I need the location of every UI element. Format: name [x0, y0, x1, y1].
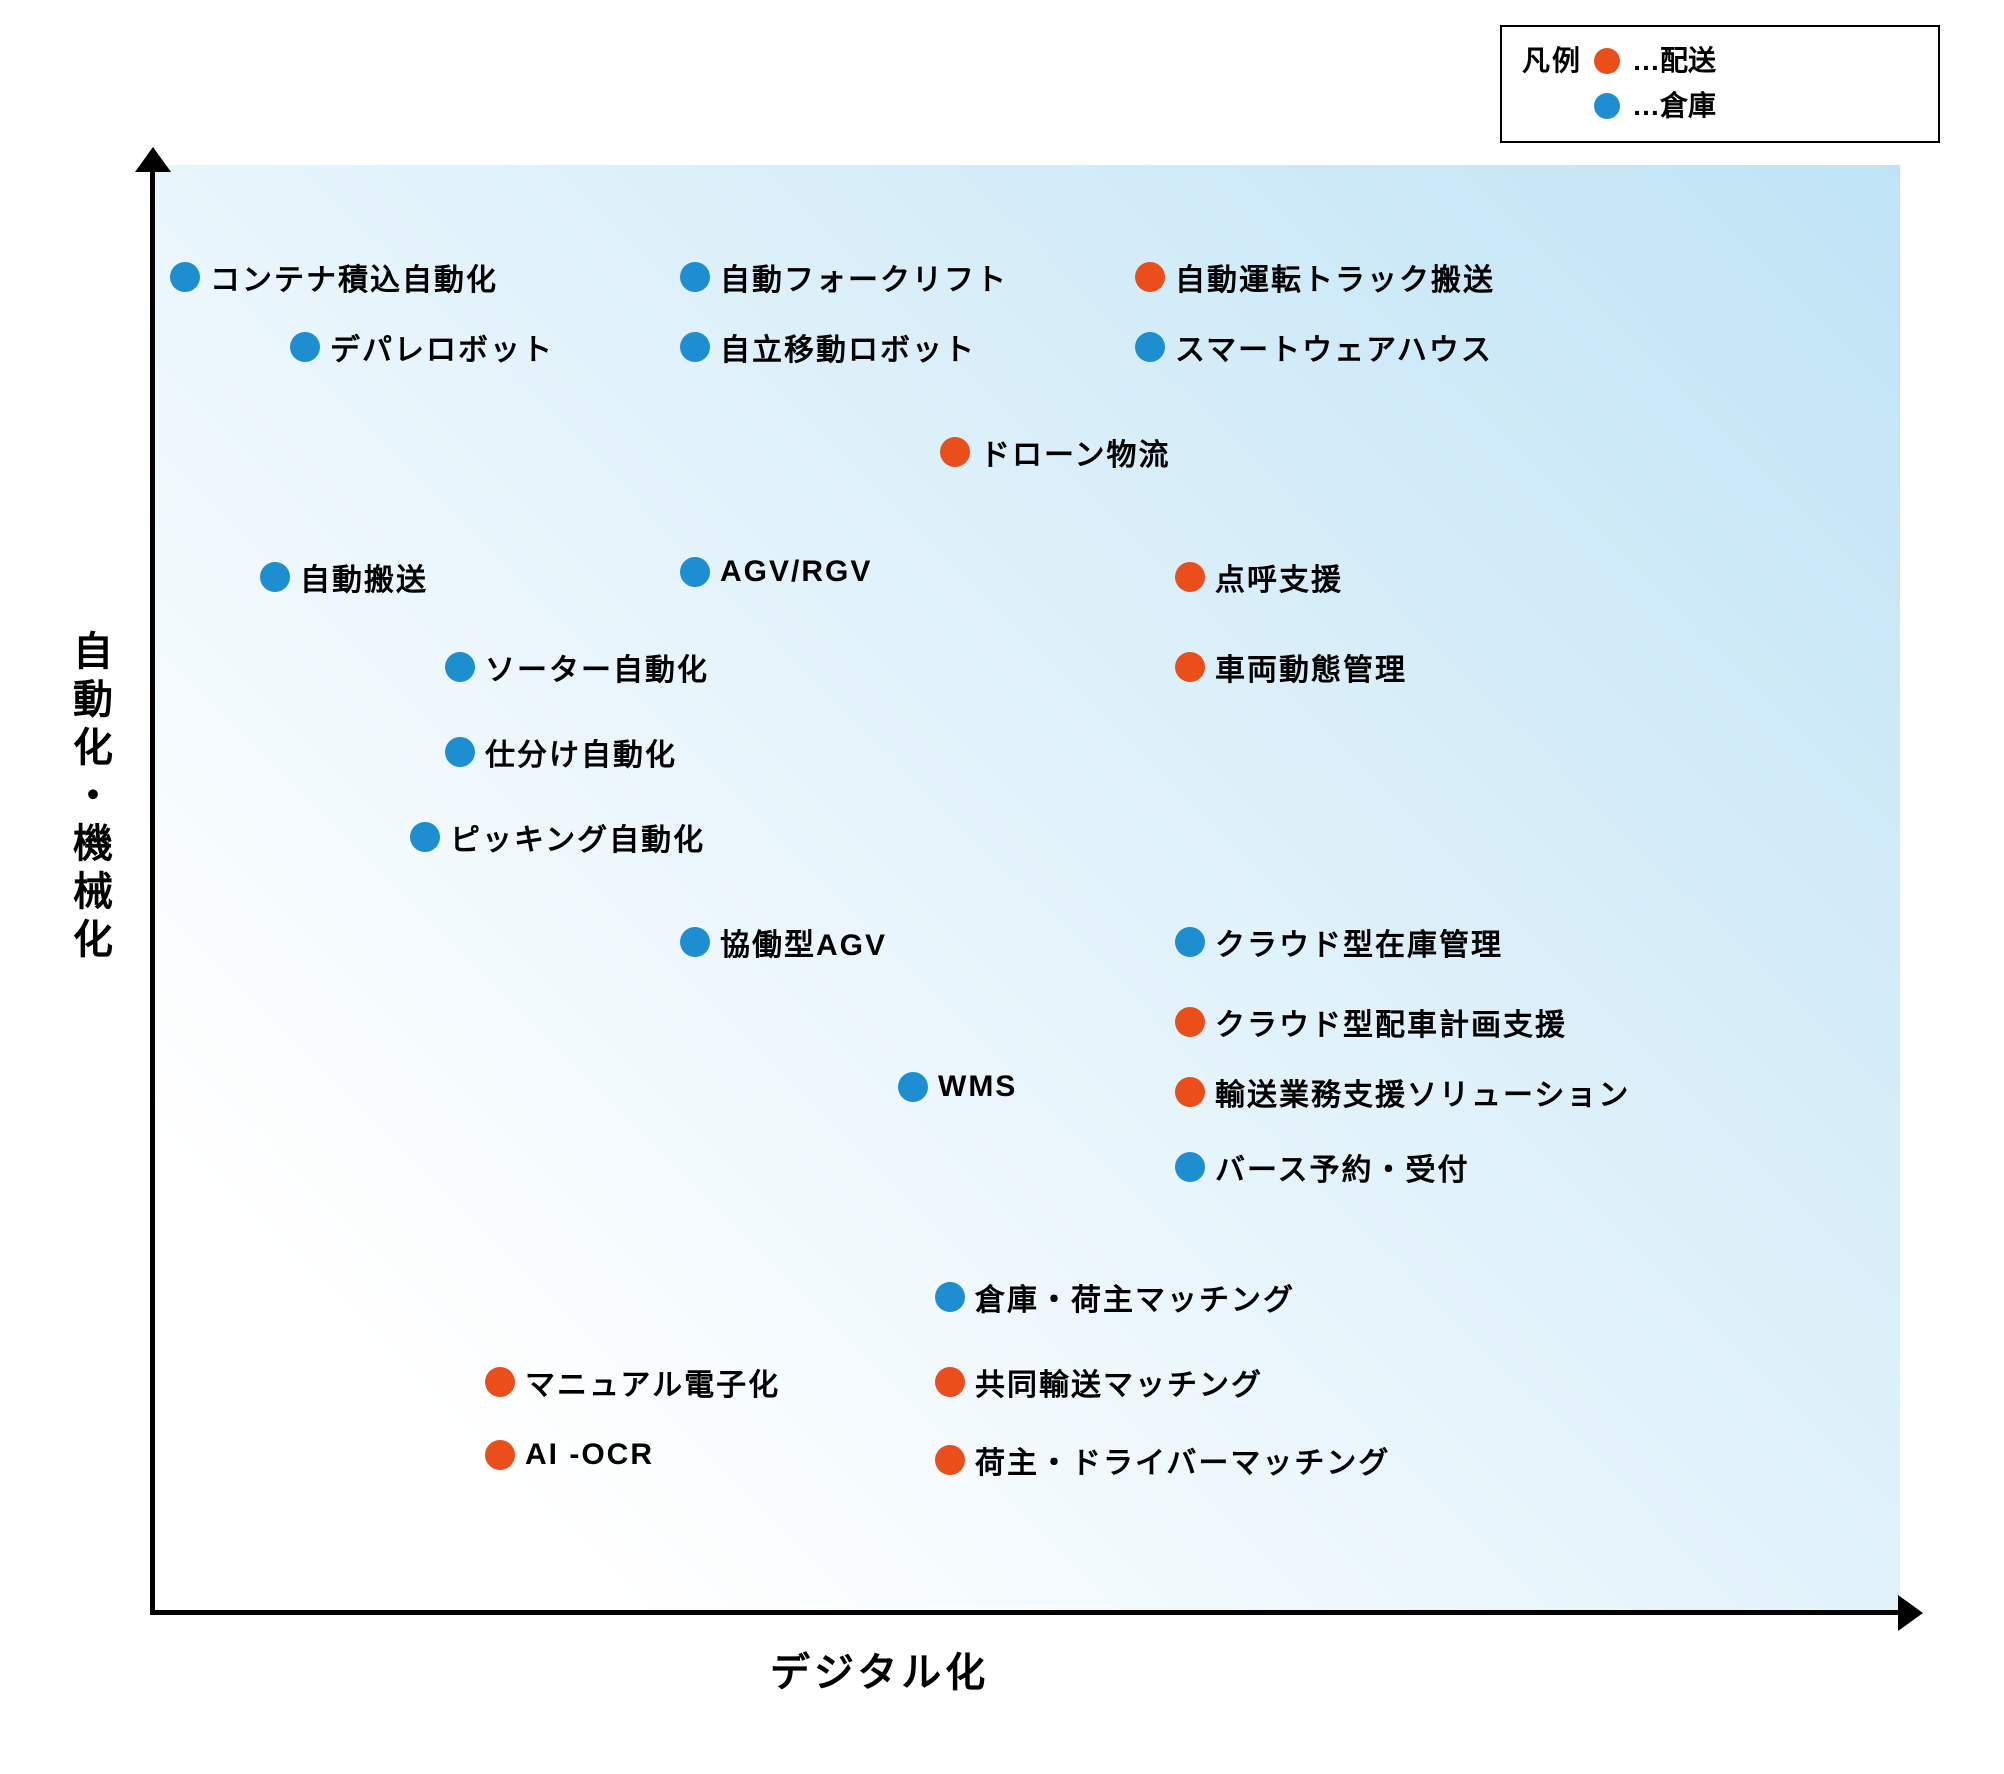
point-label: WMS [938, 1070, 1017, 1104]
point-label: デパレロボット [330, 325, 554, 369]
data-point: WMS [898, 1070, 1017, 1104]
x-axis-arrow-icon [1898, 1595, 1923, 1631]
point-dot-icon [445, 652, 475, 682]
point-label: ピッキング自動化 [450, 815, 705, 859]
point-label: クラウド型在庫管理 [1215, 920, 1503, 964]
legend-dot-warehouse [1594, 93, 1620, 119]
point-label: 荷主・ドライバーマッチング [975, 1438, 1390, 1482]
data-point: ドローン物流 [940, 430, 1171, 474]
legend-label-warehouse: …倉庫 [1632, 84, 1716, 129]
point-dot-icon [170, 262, 200, 292]
x-axis-label: デジタル化 [770, 1640, 989, 1698]
point-dot-icon [940, 437, 970, 467]
data-point: マニュアル電子化 [485, 1360, 780, 1404]
data-point: 共同輸送マッチング [935, 1360, 1263, 1404]
legend-dot-delivery [1594, 48, 1620, 74]
legend-row-warehouse: 凡例 …倉庫 [1522, 84, 1918, 129]
data-point: デパレロボット [290, 325, 554, 369]
data-point: クラウド型在庫管理 [1175, 920, 1503, 964]
point-dot-icon [1175, 1007, 1205, 1037]
point-label: 輸送業務支援ソリューション [1215, 1070, 1630, 1114]
point-dot-icon [1135, 262, 1165, 292]
data-point: AI -OCR [485, 1438, 654, 1472]
data-point: 自動搬送 [260, 555, 428, 599]
data-point: ピッキング自動化 [410, 815, 705, 859]
y-axis-label: 自動化・機械化 [60, 630, 118, 966]
point-label: 自動搬送 [300, 555, 428, 599]
point-label: 共同輸送マッチング [975, 1360, 1263, 1404]
point-label: スマートウェアハウス [1175, 325, 1493, 369]
point-dot-icon [935, 1367, 965, 1397]
data-point: 点呼支援 [1175, 555, 1343, 599]
point-label: AI -OCR [525, 1438, 654, 1472]
point-label: 倉庫・荷主マッチング [975, 1275, 1295, 1319]
point-label: ソーター自動化 [485, 645, 709, 689]
point-label: AGV/RGV [720, 555, 872, 589]
point-label: 車両動態管理 [1215, 645, 1407, 689]
y-axis [150, 165, 155, 1615]
data-point: 自動運転トラック搬送 [1135, 255, 1495, 299]
point-dot-icon [935, 1282, 965, 1312]
point-label: 協働型AGV [720, 920, 887, 964]
point-label: ドローン物流 [980, 430, 1171, 474]
point-dot-icon [1175, 562, 1205, 592]
point-label: 自動フォークリフト [720, 255, 1008, 299]
point-dot-icon [680, 262, 710, 292]
data-point: 車両動態管理 [1175, 645, 1407, 689]
point-dot-icon [1175, 652, 1205, 682]
point-dot-icon [1175, 1152, 1205, 1182]
point-dot-icon [485, 1440, 515, 1470]
point-dot-icon [410, 822, 440, 852]
data-point: 輸送業務支援ソリューション [1175, 1070, 1630, 1114]
point-dot-icon [935, 1445, 965, 1475]
point-label: 自立移動ロボット [720, 325, 976, 369]
data-point: クラウド型配車計画支援 [1175, 1000, 1567, 1044]
data-point: スマートウェアハウス [1135, 325, 1493, 369]
point-dot-icon [1175, 927, 1205, 957]
point-label: コンテナ積込自動化 [210, 255, 498, 299]
point-dot-icon [485, 1367, 515, 1397]
legend-label-delivery: …配送 [1632, 39, 1716, 84]
data-point: AGV/RGV [680, 555, 872, 589]
data-point: 仕分け自動化 [445, 730, 677, 774]
data-point: ソーター自動化 [445, 645, 709, 689]
point-label: バース予約・受付 [1215, 1145, 1470, 1189]
data-point: バース予約・受付 [1175, 1145, 1470, 1189]
data-point: コンテナ積込自動化 [170, 255, 498, 299]
point-dot-icon [290, 332, 320, 362]
point-label: 点呼支援 [1215, 555, 1343, 599]
point-dot-icon [1175, 1077, 1205, 1107]
point-dot-icon [1135, 332, 1165, 362]
data-point: 自動フォークリフト [680, 255, 1008, 299]
y-axis-arrow-icon [135, 147, 171, 172]
legend-box: 凡例 …配送 凡例 …倉庫 [1500, 25, 1940, 143]
x-axis [150, 1610, 1900, 1615]
point-dot-icon [680, 332, 710, 362]
point-dot-icon [680, 927, 710, 957]
point-label: 仕分け自動化 [485, 730, 677, 774]
legend-title: 凡例 [1522, 39, 1582, 84]
point-label: 自動運転トラック搬送 [1175, 255, 1495, 299]
point-dot-icon [445, 737, 475, 767]
point-dot-icon [898, 1072, 928, 1102]
data-point: 自立移動ロボット [680, 325, 976, 369]
point-dot-icon [680, 557, 710, 587]
point-label: クラウド型配車計画支援 [1215, 1000, 1567, 1044]
point-label: マニュアル電子化 [525, 1360, 780, 1404]
data-point: 倉庫・荷主マッチング [935, 1275, 1295, 1319]
data-point: 協働型AGV [680, 920, 887, 964]
legend-row-delivery: 凡例 …配送 [1522, 39, 1918, 84]
data-point: 荷主・ドライバーマッチング [935, 1438, 1390, 1482]
plot-area: コンテナ積込自動化デパレロボット 自動フォークリフト自立移動ロボット 自動運転トラッ… [150, 165, 1900, 1615]
point-dot-icon [260, 562, 290, 592]
